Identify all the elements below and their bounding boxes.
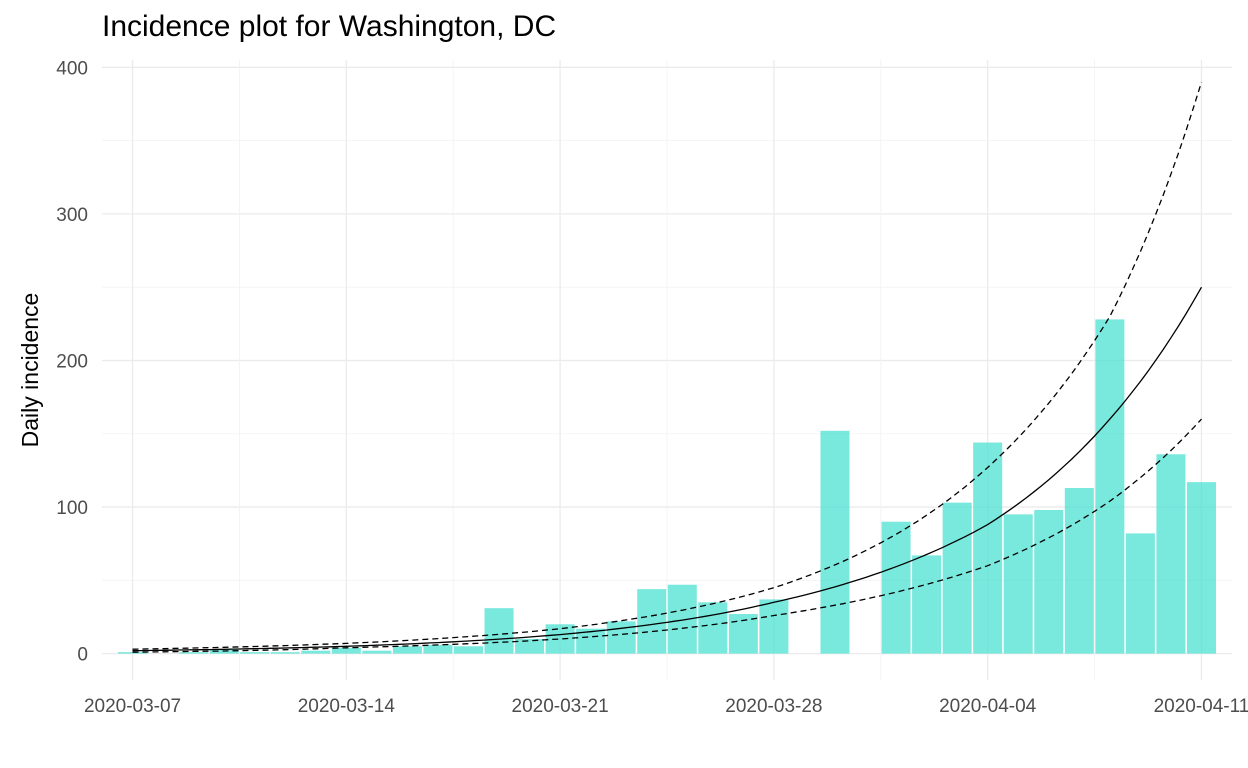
grid-layer [102,60,1232,680]
bar-2020-03-21 [545,624,575,654]
series-upper-line [132,81,1203,650]
x-tick-label: 2020-04-11 [1154,696,1248,717]
bar-2020-04-11 [1186,482,1216,654]
bar-2020-03-28 [759,599,789,654]
x-tick-label: 2020-03-28 [725,696,822,717]
y-tick-label: 0 [77,645,88,666]
bar-layer [118,319,1216,654]
series-lower-line [132,418,1202,653]
bar-2020-03-18 [453,646,483,654]
y-axis-label: Daily incidence [17,293,43,448]
x-tick-label: 2020-04-04 [939,696,1037,717]
bar-2020-04-07 [1064,487,1094,654]
line-layer [132,81,1203,653]
bar-2020-04-05 [1003,514,1033,654]
bar-2020-04-10 [1156,454,1186,654]
bar-2020-03-30 [820,430,850,654]
chart-title: Incidence plot for Washington, DC [102,10,557,43]
bar-2020-03-25 [667,584,697,654]
bar-2020-03-11 [240,652,270,654]
x-tick-label: 2020-03-21 [512,696,609,717]
bar-2020-03-26 [698,602,728,654]
y-tick-label: 300 [56,205,88,226]
bar-2020-03-14 [331,647,361,654]
bar-2020-03-24 [637,589,667,654]
bar-2020-03-16 [392,646,422,654]
bar-2020-03-09 [179,652,209,654]
bar-2020-04-01 [881,521,911,654]
x-tick-layer: 2020-03-07 2020-03-14 2020-03-21 2020-03-28… [84,696,1248,717]
bar-2020-03-17 [423,644,453,654]
bar-2020-04-06 [1034,509,1064,654]
y-tick-label: 200 [56,351,88,372]
bar-2020-04-04 [973,442,1003,654]
bar-2020-03-23 [606,621,636,654]
y-tick-label: 400 [56,58,88,79]
x-tick-label: 2020-03-14 [298,696,396,717]
y-tick-layer: 0 100 200 300 400 [56,58,88,665]
bar-2020-03-15 [362,650,392,654]
bar-2020-03-19 [484,608,514,654]
bar-2020-03-13 [301,650,331,654]
y-tick-label: 100 [56,498,88,519]
bar-2020-03-07 [118,652,148,654]
bar-2020-04-02 [912,555,942,654]
bar-2020-04-09 [1125,533,1155,654]
bar-2020-03-20 [515,638,545,654]
x-tick-label: 2020-03-07 [84,696,181,717]
bar-2020-04-08 [1095,319,1125,654]
bar-2020-03-12 [270,652,300,654]
series-fit-line [132,286,1203,652]
